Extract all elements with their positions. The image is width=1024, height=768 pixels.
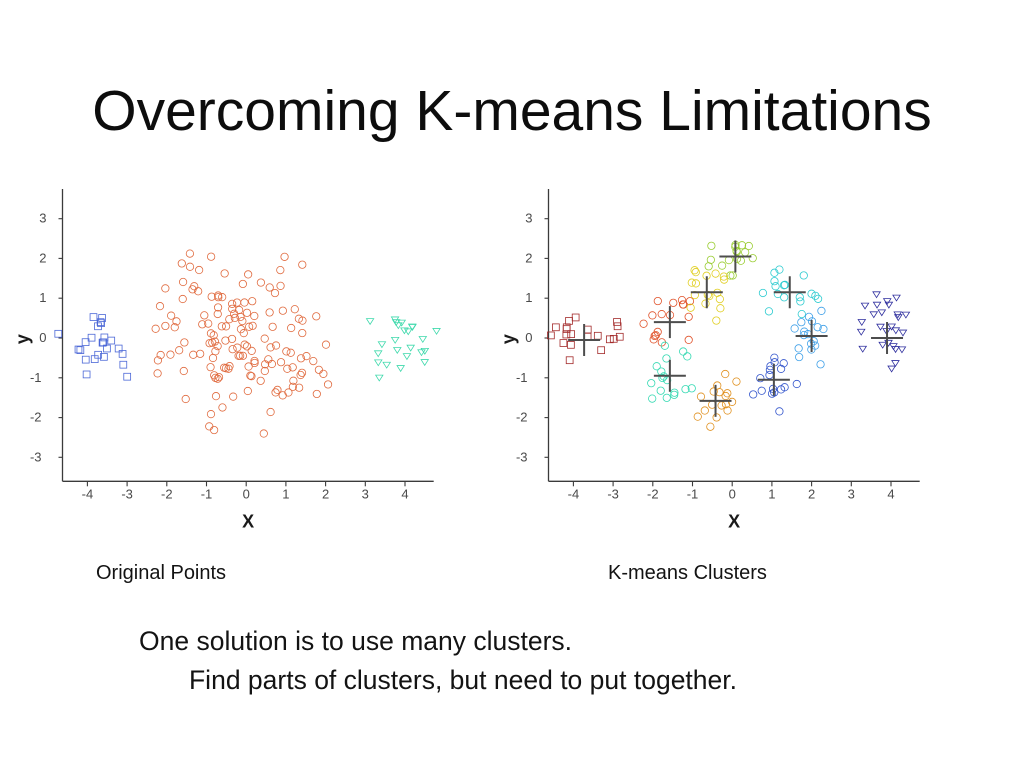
- svg-text:-2: -2: [647, 486, 659, 501]
- svg-text:-3: -3: [121, 486, 133, 501]
- svg-text:-3: -3: [607, 486, 619, 501]
- svg-text:-1: -1: [687, 486, 699, 501]
- svg-text:1: 1: [768, 486, 775, 501]
- svg-text:0: 0: [729, 486, 736, 501]
- svg-text:y: y: [499, 334, 519, 344]
- svg-text:3: 3: [525, 211, 532, 226]
- svg-text:3: 3: [39, 211, 46, 226]
- svg-text:X: X: [242, 511, 254, 531]
- svg-text:0: 0: [525, 330, 532, 345]
- svg-text:2: 2: [322, 486, 329, 501]
- svg-text:-2: -2: [161, 486, 173, 501]
- svg-text:-1: -1: [201, 486, 213, 501]
- svg-text:4: 4: [401, 486, 408, 501]
- svg-text:0: 0: [39, 330, 46, 345]
- svg-text:1: 1: [525, 290, 532, 305]
- svg-text:2: 2: [808, 486, 815, 501]
- svg-text:1: 1: [282, 486, 289, 501]
- svg-text:-4: -4: [82, 486, 94, 501]
- svg-text:-2: -2: [516, 410, 528, 425]
- svg-text:-1: -1: [30, 370, 42, 385]
- svg-text:-3: -3: [30, 449, 42, 464]
- svg-text:-1: -1: [516, 370, 528, 385]
- svg-text:-2: -2: [30, 410, 42, 425]
- svg-text:3: 3: [848, 486, 855, 501]
- svg-text:4: 4: [887, 486, 894, 501]
- svg-text:2: 2: [525, 250, 532, 265]
- svg-text:0: 0: [243, 486, 250, 501]
- svg-text:y: y: [13, 334, 33, 344]
- svg-text:X: X: [728, 511, 740, 531]
- svg-text:3: 3: [362, 486, 369, 501]
- svg-text:-3: -3: [516, 449, 528, 464]
- svg-text:-4: -4: [568, 486, 580, 501]
- svg-text:1: 1: [39, 290, 46, 305]
- svg-text:2: 2: [39, 250, 46, 265]
